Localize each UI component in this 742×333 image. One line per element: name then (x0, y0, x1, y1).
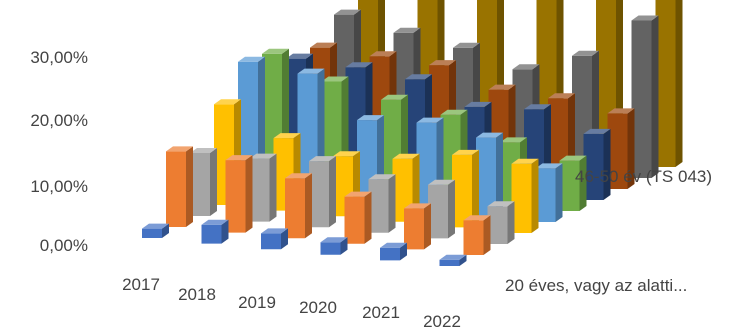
bar (309, 156, 336, 228)
bar (166, 146, 193, 227)
bar (463, 215, 491, 255)
bar (249, 153, 277, 222)
bar (261, 228, 288, 250)
y-tick-label: 20,00% (30, 111, 88, 130)
bar (380, 242, 407, 261)
bar (559, 155, 587, 211)
bar (285, 173, 312, 239)
y-tick-label: 10,00% (30, 177, 88, 196)
bar (428, 179, 455, 239)
bars-layer (142, 0, 683, 266)
bar (535, 163, 563, 222)
bar (368, 174, 396, 233)
bar (225, 155, 253, 233)
bar (631, 15, 659, 178)
bar (607, 108, 635, 189)
y-tick-label: 30,00% (30, 48, 88, 67)
x-category-label: 2020 (299, 298, 337, 317)
series-axis: 46-50 év (TS 043) 20 éves, vagy az alatt… (505, 167, 712, 295)
bar (142, 223, 169, 238)
y-axis: 0,00% 10,00% 20,00% 30,00% (30, 48, 88, 255)
bar (320, 237, 348, 255)
bar (190, 148, 217, 216)
x-category-label: 2019 (238, 293, 276, 312)
bar (404, 203, 431, 250)
bar (439, 254, 467, 266)
bar (476, 132, 503, 217)
bar (655, 0, 683, 167)
x-axis: 2017 2018 2019 2020 2021 2022 (122, 275, 461, 331)
series-label: 20 éves, vagy az alatti... (505, 276, 687, 295)
x-category-label: 2018 (178, 285, 216, 304)
series-label: 46-50 év (TS 043) (575, 167, 712, 186)
bar (452, 149, 479, 228)
bar (344, 191, 372, 244)
x-category-label: 2021 (362, 303, 400, 322)
bar (583, 128, 611, 200)
bar (487, 201, 515, 244)
x-category-label: 2022 (423, 312, 461, 331)
x-category-label: 2017 (122, 275, 160, 294)
bar (511, 158, 539, 233)
y-tick-label: 0,00% (40, 236, 88, 255)
bar (201, 219, 229, 244)
